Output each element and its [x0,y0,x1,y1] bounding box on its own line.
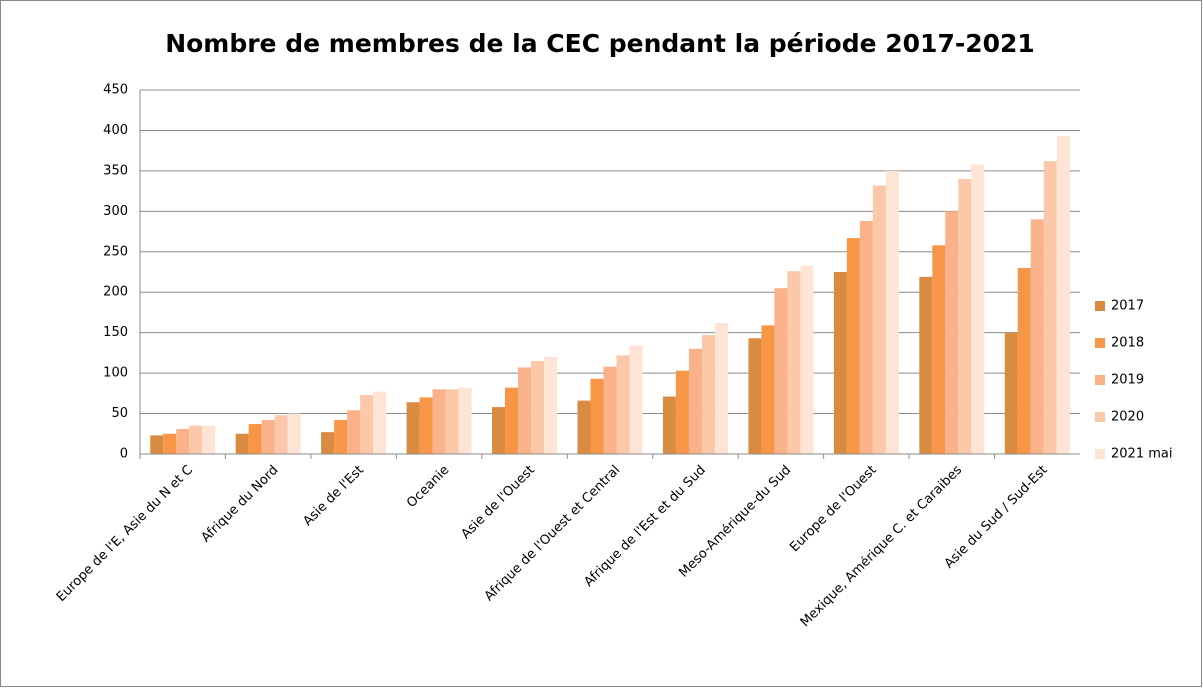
bar [885,170,899,454]
legend-swatch [1095,412,1105,422]
bar [406,402,420,454]
bar [1030,219,1044,454]
bar [432,389,446,454]
legend-label: 2020 [1111,410,1144,425]
bar [945,211,959,454]
bar [321,432,335,454]
bar [189,425,203,454]
bar [150,435,164,454]
bar [347,410,361,454]
bar [492,407,506,454]
bar [859,221,873,454]
bar [235,433,249,454]
bar [176,428,190,454]
y-tick-label: 300 [103,204,128,219]
bar [577,400,591,454]
y-tick-label: 200 [103,285,128,300]
y-tick-label: 100 [103,366,128,381]
bar [629,345,643,454]
bar [544,356,558,454]
legend-label: 2017 [1111,299,1144,314]
chart-title: Nombre de membres de la CEC pendant la p… [165,29,1035,58]
bar [287,413,301,454]
bar [761,325,775,454]
bar [531,360,545,454]
bar [458,387,472,454]
bar [274,415,288,454]
bar [958,178,972,454]
bar [334,420,348,454]
bar [518,367,532,454]
y-tick-label: 400 [103,123,128,138]
bar [373,391,387,454]
legend-swatch [1095,375,1105,385]
bar [800,265,814,454]
y-tick-label: 0 [120,447,128,462]
legend-swatch [1095,449,1105,459]
bar [603,366,617,454]
bar [445,389,459,454]
bar [163,433,177,454]
bar [774,288,788,454]
bar [932,245,946,454]
bar [701,335,715,454]
bar [505,387,519,454]
legend-swatch [1095,338,1105,348]
bar [261,420,275,454]
bar [688,348,702,454]
bar [787,271,801,454]
bar [1004,332,1018,454]
bar [872,185,886,454]
y-tick-label: 50 [111,406,128,421]
bar [675,370,689,454]
y-tick-label: 450 [103,83,128,98]
bar [971,164,985,454]
y-tick-label: 250 [103,244,128,259]
legend-label: 2019 [1111,373,1144,388]
legend-label: 2018 [1111,336,1144,351]
bar [590,378,604,454]
bar [419,397,433,454]
bar [202,425,216,454]
bar [1017,267,1031,454]
bar [1056,136,1070,454]
bar [360,394,374,454]
y-tick-label: 150 [103,325,128,340]
bar [846,238,860,454]
bar [248,424,262,454]
bar [662,396,676,454]
bar [919,276,933,454]
legend-label: 2021 mai [1111,447,1172,462]
legend-swatch [1095,301,1105,311]
bar [1043,161,1057,454]
bar [616,355,630,454]
bar [748,338,762,454]
y-tick-label: 350 [103,163,128,178]
bar [714,322,728,454]
bar [833,272,847,454]
